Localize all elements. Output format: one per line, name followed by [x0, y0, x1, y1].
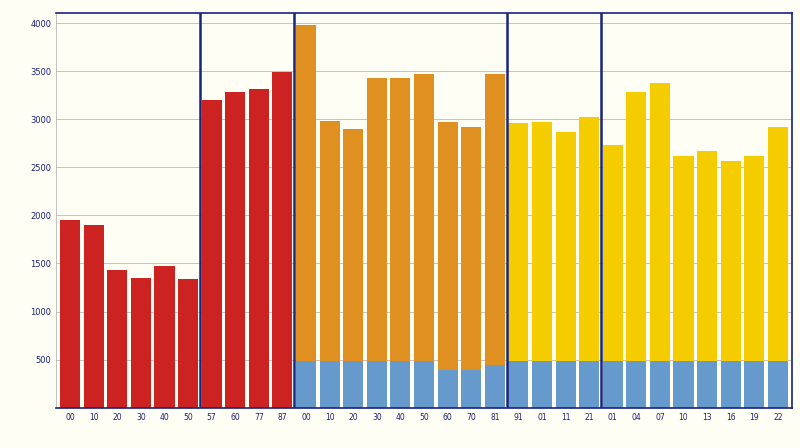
Bar — [768, 127, 788, 361]
Bar — [390, 361, 410, 408]
Bar — [555, 132, 575, 361]
Bar — [650, 83, 670, 361]
Bar — [674, 156, 694, 361]
Bar — [485, 366, 505, 408]
Bar — [296, 25, 316, 361]
Bar — [485, 74, 505, 366]
Bar — [744, 156, 764, 361]
Bar — [697, 151, 717, 361]
Bar — [343, 361, 363, 408]
Bar — [273, 72, 293, 408]
Bar — [744, 361, 764, 408]
Bar — [508, 123, 528, 361]
Bar — [532, 361, 552, 408]
Bar — [178, 279, 198, 408]
Bar — [579, 117, 599, 361]
Bar — [366, 361, 387, 408]
Bar — [366, 78, 387, 361]
Bar — [461, 127, 482, 370]
Bar — [461, 370, 482, 408]
Bar — [107, 270, 127, 408]
Bar — [414, 361, 434, 408]
Bar — [226, 92, 246, 408]
Bar — [602, 361, 622, 408]
Bar — [84, 225, 104, 408]
Bar — [721, 361, 741, 408]
Bar — [202, 100, 222, 408]
Bar — [249, 90, 269, 408]
Bar — [721, 160, 741, 361]
Bar — [532, 122, 552, 361]
Bar — [320, 121, 340, 361]
Bar — [131, 278, 151, 408]
Bar — [154, 266, 174, 408]
Bar — [626, 361, 646, 408]
Bar — [296, 361, 316, 408]
Bar — [343, 129, 363, 361]
Bar — [650, 361, 670, 408]
Bar — [438, 370, 458, 408]
Bar — [674, 361, 694, 408]
Bar — [508, 361, 528, 408]
Bar — [626, 92, 646, 361]
Bar — [697, 361, 717, 408]
Bar — [320, 361, 340, 408]
Bar — [555, 361, 575, 408]
Bar — [438, 122, 458, 370]
Bar — [414, 74, 434, 361]
Bar — [768, 361, 788, 408]
Bar — [602, 145, 622, 361]
Bar — [579, 361, 599, 408]
Bar — [60, 220, 80, 408]
Bar — [390, 78, 410, 361]
